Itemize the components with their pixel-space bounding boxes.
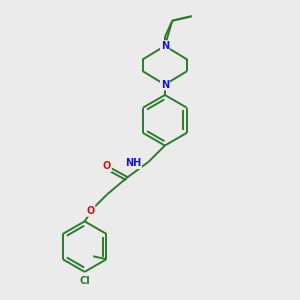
Text: Cl: Cl <box>79 276 90 286</box>
Text: N: N <box>161 41 169 51</box>
Text: NH: NH <box>125 158 141 168</box>
Text: N: N <box>161 80 169 90</box>
Text: O: O <box>103 161 111 171</box>
Text: O: O <box>86 206 95 216</box>
